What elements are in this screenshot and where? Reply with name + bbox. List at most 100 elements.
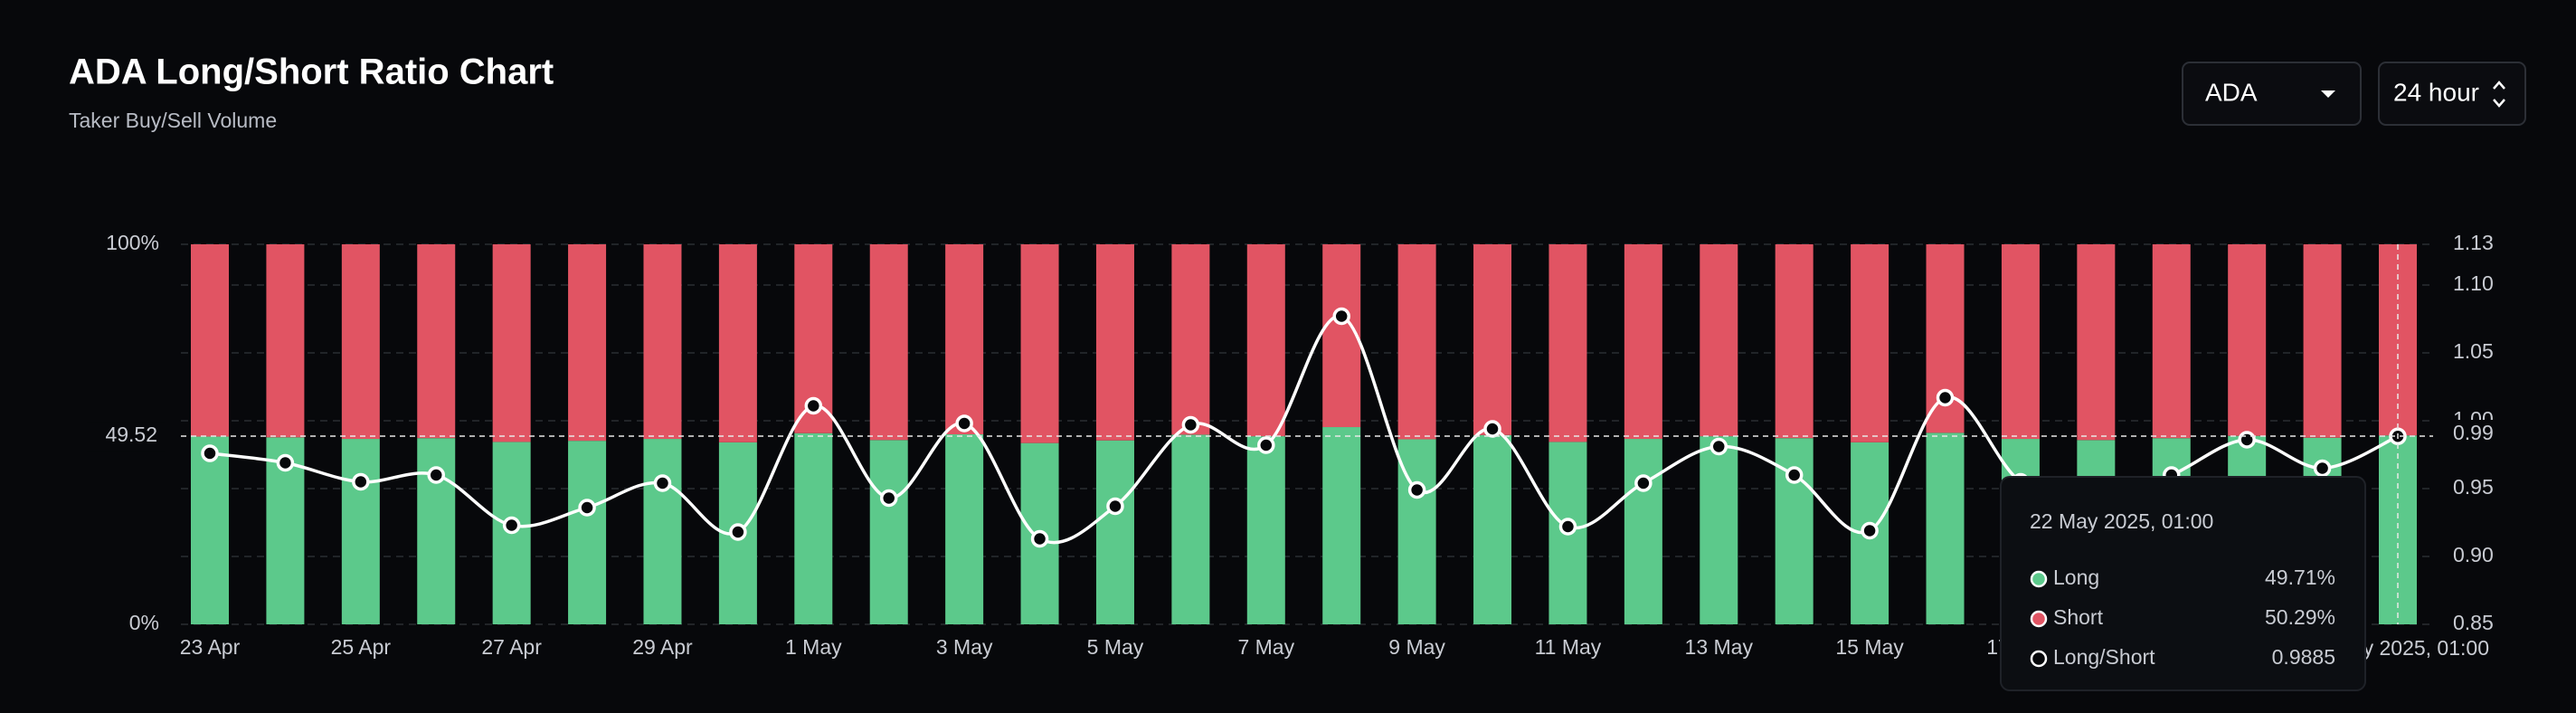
crosshair-y-label: 49.52 (105, 423, 157, 446)
ratio-line (209, 314, 2399, 545)
ratio-dot (729, 523, 747, 541)
ratio-dot (1407, 480, 1426, 499)
x-tick-label: 15 May (1835, 635, 1904, 659)
crosshair-y2-label: 0.99 (2453, 421, 2494, 444)
x-tick-label: 3 May (936, 635, 993, 659)
bar-segment (1700, 244, 1738, 437)
bar-segment (1171, 434, 1210, 624)
bar-segment (643, 244, 682, 440)
bar-segment (1473, 244, 1512, 435)
tooltip-title: 22 May 2025, 01:00 (2030, 509, 2213, 533)
select-value[interactable]: ADA (2205, 78, 2258, 106)
tooltip: 22 May 2025, 01:00 Long 49.71% Short 50.29% L… (2000, 476, 2366, 691)
bar-segment (2228, 244, 2267, 436)
bar-segment (1851, 244, 1889, 442)
select-value[interactable]: 24 hour (2393, 78, 2479, 106)
bar-segment (341, 244, 380, 440)
bar-segment (718, 244, 757, 442)
tooltip-marker (2030, 610, 2048, 628)
bar-segment (1624, 439, 1662, 624)
interval-select[interactable]: 24 hour (2378, 62, 2526, 126)
ratio-dot (1106, 497, 1124, 516)
crosshair-label-bg (2442, 420, 2514, 449)
ratio-dot (427, 466, 445, 484)
x-tick-label: 5 May (1087, 635, 1144, 659)
bar-segment (1624, 244, 1662, 440)
ratio-dot (1332, 307, 1350, 326)
x-tick-label: 25 Apr (331, 635, 392, 659)
crosshair-label-bg (87, 422, 165, 452)
ratio-dot (502, 516, 521, 535)
ratio-dot (2313, 459, 2332, 478)
x-tick-label: 27 Apr (481, 635, 542, 659)
bar-segment (1775, 244, 1814, 439)
y2-tick-label: 1.05 (2453, 339, 2494, 363)
bar-segment (568, 441, 607, 624)
y2-tick-label: 0.95 (2453, 475, 2494, 499)
tooltip-value: 49.71% (2265, 566, 2335, 589)
bar-segment (945, 244, 984, 434)
tooltip-name: Long (2053, 566, 2099, 589)
ratio-dot (955, 414, 973, 433)
x-tick-label: 29 Apr (632, 635, 693, 659)
bar-segment (1473, 434, 1512, 624)
bar-segment (643, 439, 682, 624)
ratio-dot (804, 396, 823, 415)
bar-segment (492, 244, 531, 442)
bar-segment (191, 244, 229, 437)
ratio-dot (352, 472, 370, 491)
ratio-dot (653, 474, 672, 492)
x-tick-label: 13 May (1685, 635, 1754, 659)
bar-segment (869, 244, 908, 441)
ratio-dot (1257, 436, 1275, 454)
ratio-dot (2238, 431, 2256, 449)
bar-segment (1397, 244, 1436, 440)
bar-segment (1322, 427, 1361, 624)
bar-segment (191, 436, 229, 624)
bar-segment (2303, 244, 2342, 438)
chart-subtitle: Taker Buy/Sell Volume (69, 109, 277, 132)
x-tick-label: 11 May (1535, 635, 1602, 659)
bar-segment (266, 244, 305, 438)
chart-title: ADA Long/Short Ratio Chart (69, 52, 554, 92)
bar-segment (945, 434, 984, 624)
ratio-dot (1785, 466, 1804, 484)
select-box[interactable] (2182, 62, 2362, 126)
tooltip-marker (2030, 570, 2048, 588)
y2-tick-label: 1.13 (2453, 231, 2494, 254)
bar-segment (417, 244, 456, 439)
symbol-select[interactable]: ADA (2182, 62, 2362, 126)
y2-tick-label: 0.85 (2453, 611, 2494, 634)
ratio-dot (1558, 518, 1577, 536)
ratio-dot (201, 444, 219, 462)
bar-segment (2001, 244, 2040, 440)
ratio-dot (1483, 420, 1501, 438)
bar-segment (1246, 436, 1285, 624)
bar-segment (1548, 244, 1587, 442)
tooltip-box (2000, 476, 2366, 691)
bar-segment (2077, 244, 2116, 441)
tooltip-marker (2030, 650, 2048, 668)
bar-segment (794, 433, 833, 624)
select-box[interactable] (2378, 62, 2526, 126)
x-tick-label: 7 May (1237, 635, 1294, 659)
bar-segment (1020, 244, 1059, 443)
bar-segment (1322, 244, 1361, 428)
y-tick-label: 100% (106, 231, 159, 254)
bar-segment (1095, 244, 1134, 441)
bar-segment (1095, 440, 1134, 624)
x-tick-label: 1 May (785, 635, 842, 659)
ratio-dot (1030, 529, 1049, 548)
caret (2321, 90, 2335, 98)
tooltip-name: Long/Short (2053, 645, 2155, 669)
ratio-dot (1709, 437, 1728, 456)
ratio-dot (1861, 521, 1879, 540)
y-tick-label: 0% (129, 611, 159, 634)
bar-segment (1700, 436, 1738, 624)
bar-segment (1926, 433, 1965, 624)
bar-segment (2152, 244, 2191, 439)
y2-tick-label: 1.10 (2453, 271, 2494, 295)
y2-tick-label: 0.90 (2453, 543, 2494, 566)
bar-segment (1246, 244, 1285, 437)
